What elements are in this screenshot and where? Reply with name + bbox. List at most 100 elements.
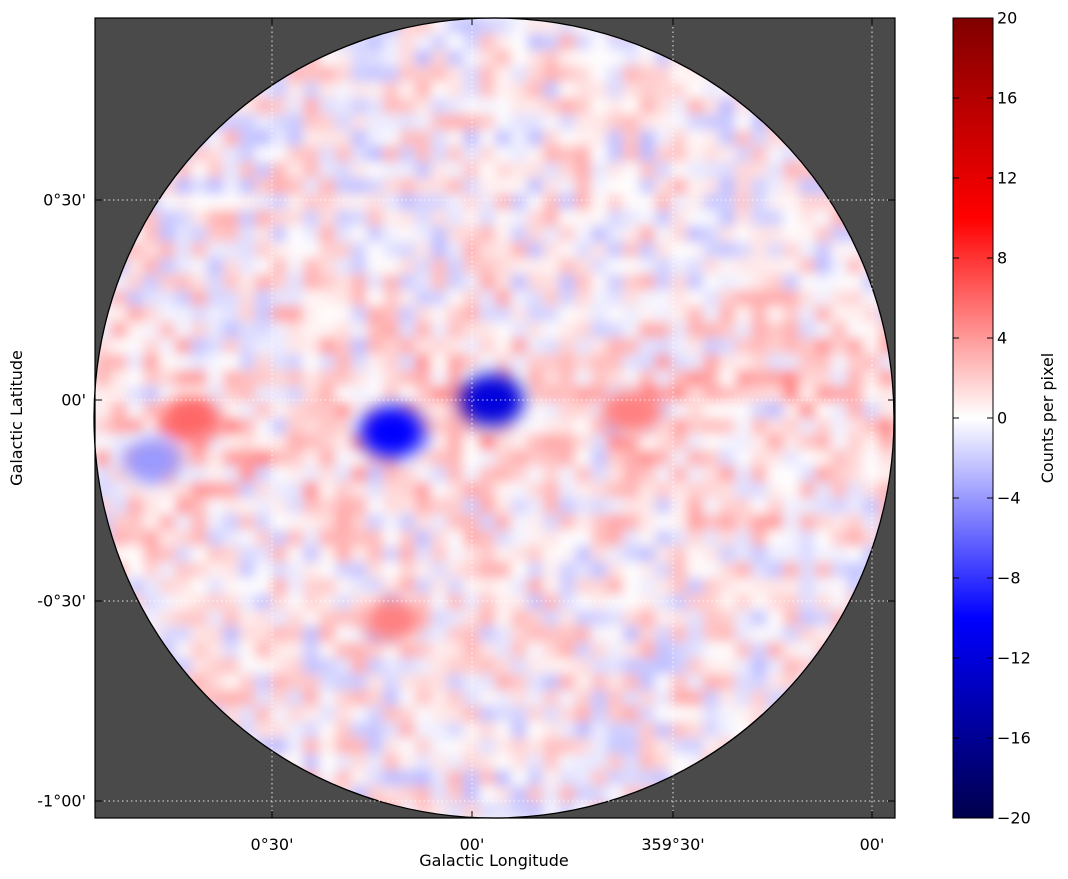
noise-cell [495,546,511,562]
noise-cell [319,82,335,98]
noise-cell [607,258,623,274]
noise-cell [223,466,239,482]
noise-cell [543,322,559,338]
noise-cell [303,354,319,370]
noise-cell [639,98,655,114]
noise-cell [255,674,271,690]
noise-cell [815,258,831,274]
noise-cell [639,514,655,530]
noise-cell [143,306,159,322]
noise-cell [319,722,335,738]
noise-cell [495,114,511,130]
noise-cell [671,130,687,146]
noise-cell [575,466,591,482]
noise-cell [463,642,479,658]
noise-cell [767,386,783,402]
noise-cell [767,402,783,418]
noise-cell [367,578,383,594]
noise-cell [815,242,831,258]
noise-cell [751,274,767,290]
noise-cell [719,610,735,626]
noise-cell [591,290,607,306]
noise-cell [511,738,527,754]
noise-cell [431,306,447,322]
noise-cell [207,386,223,402]
noise-cell [367,338,383,354]
noise-cell [431,242,447,258]
noise-cell [463,610,479,626]
y-tick-labels: 0°30' 00' -0°30' -1°00' [37,191,86,811]
noise-cell [479,626,495,642]
noise-cell [735,690,751,706]
noise-cell [687,178,703,194]
noise-cell [255,338,271,354]
noise-cell [303,274,319,290]
noise-cell [367,114,383,130]
noise-cell [543,674,559,690]
noise-cell [575,370,591,386]
noise-cell [527,66,543,82]
noise-cell [191,546,207,562]
noise-cell [207,514,223,530]
noise-cell [511,802,527,818]
noise-cell [175,322,191,338]
noise-cell [639,562,655,578]
noise-cell [399,34,415,50]
noise-cell [175,370,191,386]
noise-cell [527,706,543,722]
noise-cell [591,162,607,178]
noise-cell [735,386,751,402]
noise-cell [255,578,271,594]
noise-cell [639,482,655,498]
noise-cell [639,674,655,690]
noise-cell [383,370,399,386]
noise-cell [415,146,431,162]
noise-cell [671,610,687,626]
noise-cell [575,722,591,738]
noise-cell [687,450,703,466]
noise-cell [319,642,335,658]
noise-cell [607,338,623,354]
noise-cell [623,514,639,530]
noise-cell [639,210,655,226]
noise-cell [95,434,111,450]
noise-cell [415,626,431,642]
noise-cell [415,338,431,354]
noise-cell [591,258,607,274]
noise-cell [415,274,431,290]
noise-cell [479,322,495,338]
noise-cell [687,706,703,722]
noise-cell [719,210,735,226]
noise-cell [639,242,655,258]
noise-cell [527,546,543,562]
noise-cell [383,338,399,354]
noise-cell [143,258,159,274]
noise-cell [687,626,703,642]
noise-cell [527,610,543,626]
noise-cell [479,210,495,226]
noise-cell [175,562,191,578]
noise-cell [687,98,703,114]
noise-cell [783,498,799,514]
noise-cell [847,514,863,530]
noise-cell [399,306,415,322]
noise-cell [751,466,767,482]
noise-cell [623,338,639,354]
noise-cell [351,194,367,210]
noise-cell [511,466,527,482]
noise-cell [479,658,495,674]
noise-cell [559,386,575,402]
noise-cell [207,210,223,226]
noise-cell [463,578,479,594]
noise-cell [591,370,607,386]
noise-cell [751,242,767,258]
noise-cell [335,514,351,530]
noise-cell [575,354,591,370]
noise-cell [527,626,543,642]
noise-cell [735,546,751,562]
noise-cell [527,194,543,210]
noise-cell [495,34,511,50]
noise-cell [351,642,367,658]
noise-cell [447,370,463,386]
noise-cell [639,594,655,610]
